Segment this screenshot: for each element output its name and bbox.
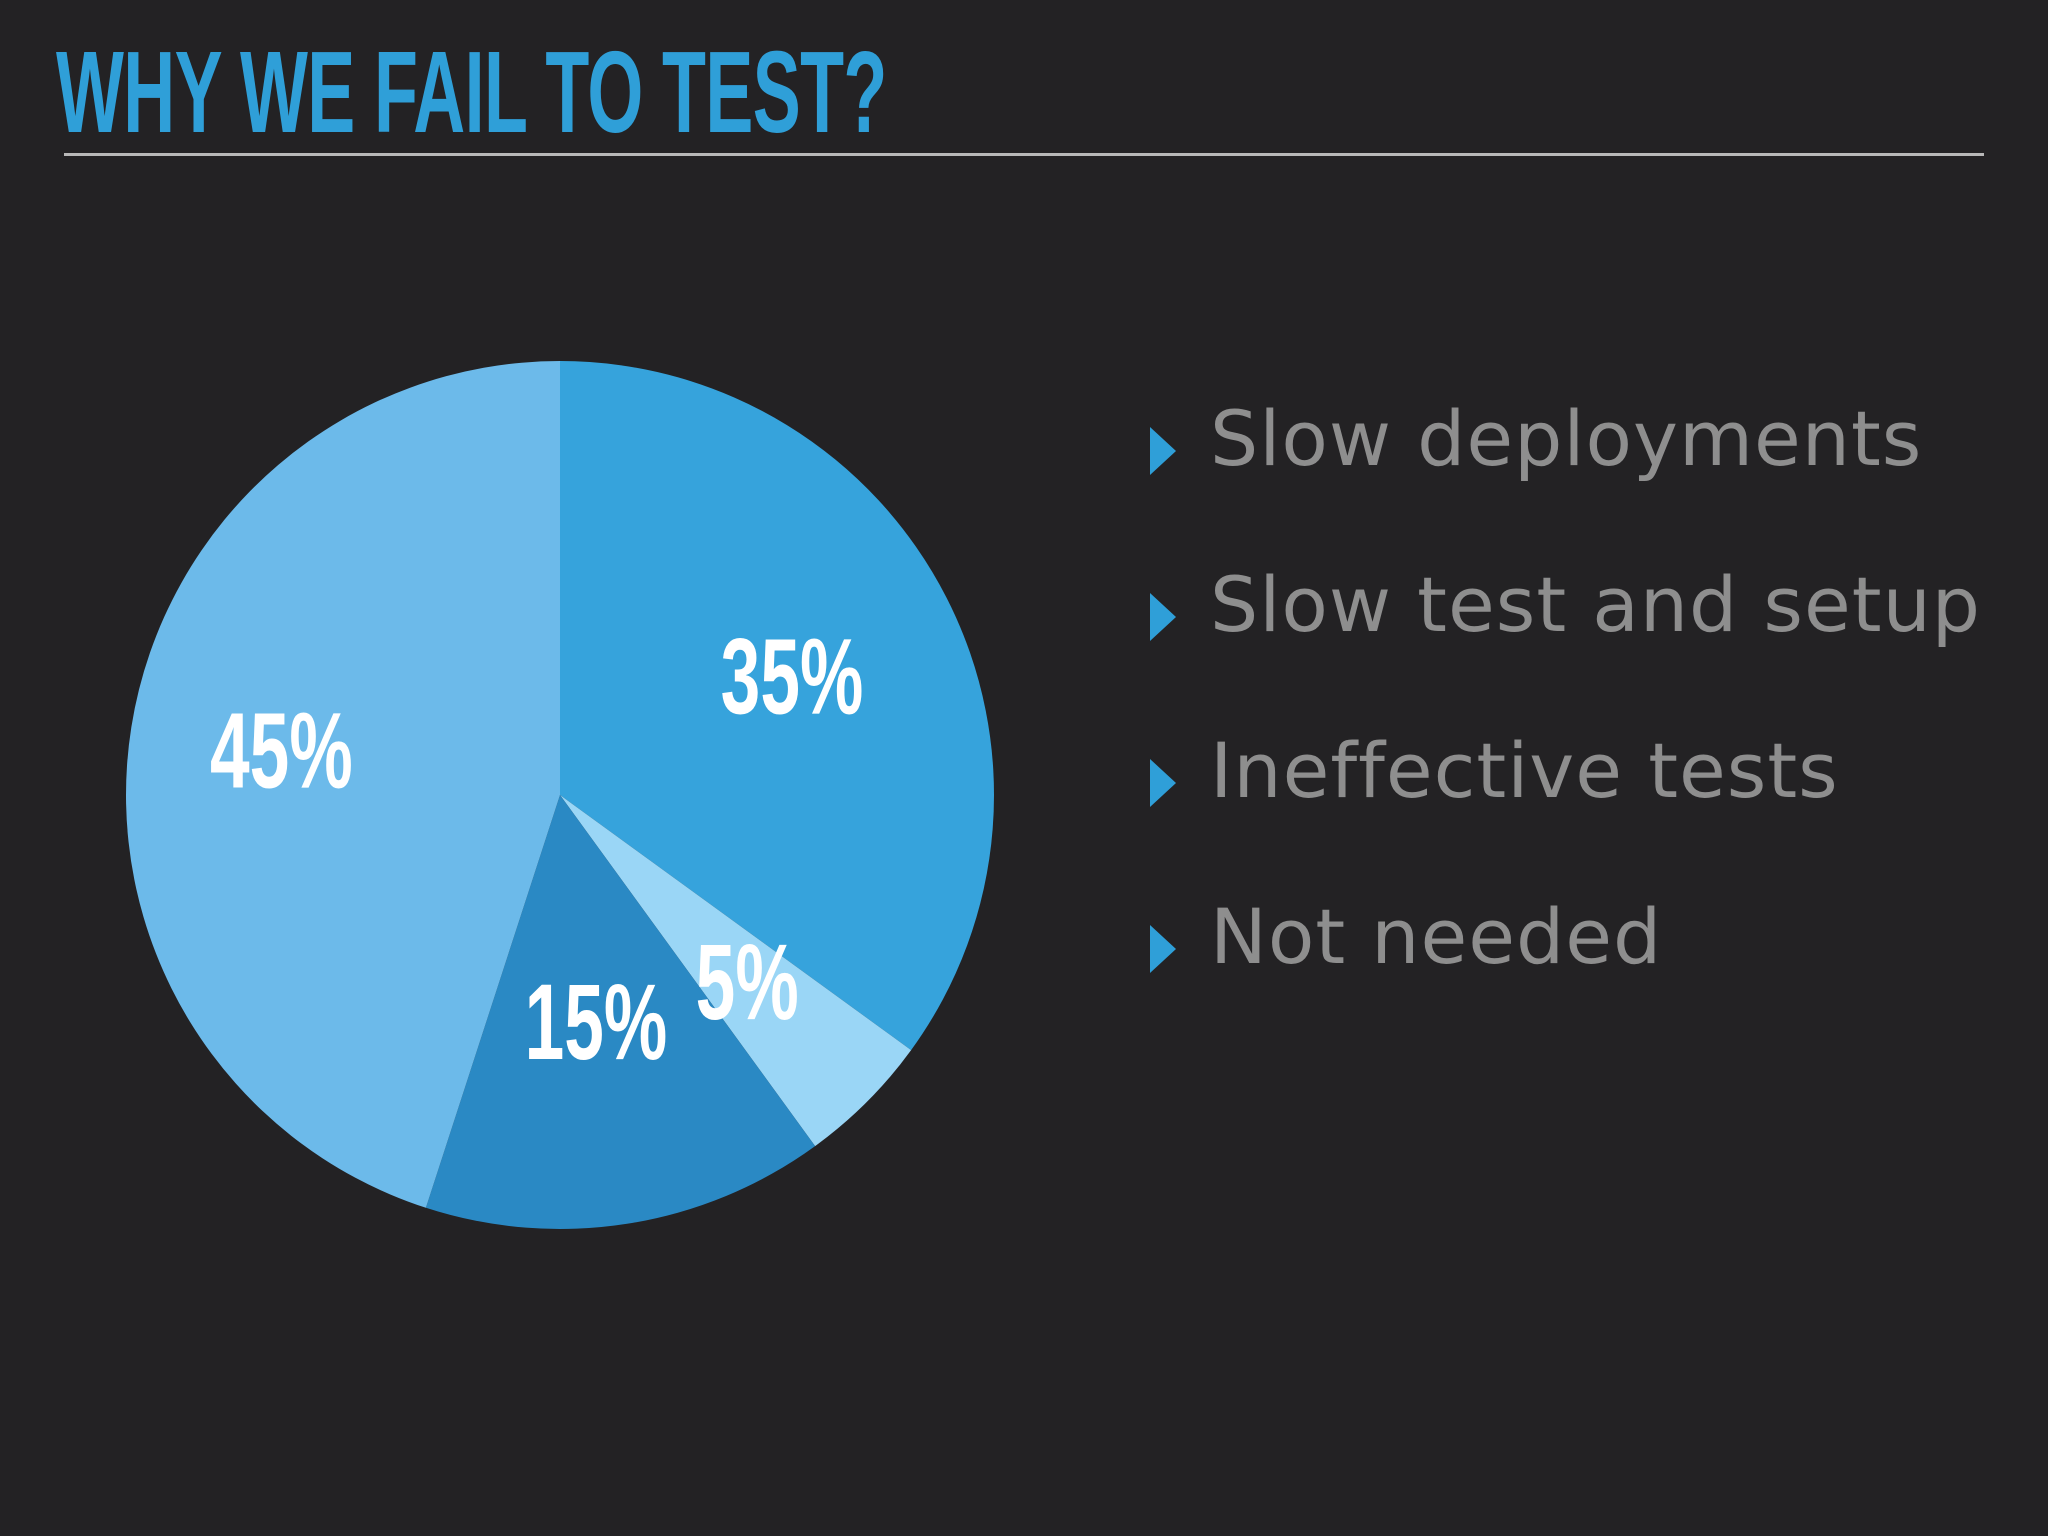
pie-slice-ineffective-tests: [425, 795, 816, 1229]
legend-label: Slow test and setup: [1210, 560, 1981, 649]
legend-item-not-needed: Not needed: [1150, 893, 1981, 1059]
slice-label-ineffective-tests: 15%: [525, 962, 668, 1082]
legend-label: Not needed: [1210, 892, 1663, 981]
slide-title: WHY WE FAIL TO TEST?: [56, 27, 887, 157]
triangle-bullet-icon: [1150, 759, 1176, 807]
pie-slice-not-needed: [125, 361, 561, 1208]
triangle-bullet-icon: [1150, 925, 1176, 973]
slice-label-not-needed: 45%: [210, 691, 353, 811]
legend-label: Slow deployments: [1210, 394, 1923, 483]
slice-label-slow-test-and-setup: 5%: [696, 922, 799, 1042]
pie-slice-slow-test-and-setup: [560, 795, 912, 1147]
slice-label-slow-deployments: 35%: [721, 617, 864, 737]
triangle-bullet-icon: [1150, 427, 1176, 475]
chart-legend: Slow deployments Slow test and setup Ine…: [1150, 395, 1981, 1059]
legend-item-slow-deployments: Slow deployments: [1150, 395, 1981, 561]
title-divider: [64, 153, 1984, 156]
pie-slice-slow-deployments: [560, 361, 994, 1051]
legend-item-ineffective-tests: Ineffective tests: [1150, 727, 1981, 893]
legend-item-slow-test-and-setup: Slow test and setup: [1150, 561, 1981, 727]
legend-label: Ineffective tests: [1210, 726, 1839, 815]
triangle-bullet-icon: [1150, 593, 1176, 641]
